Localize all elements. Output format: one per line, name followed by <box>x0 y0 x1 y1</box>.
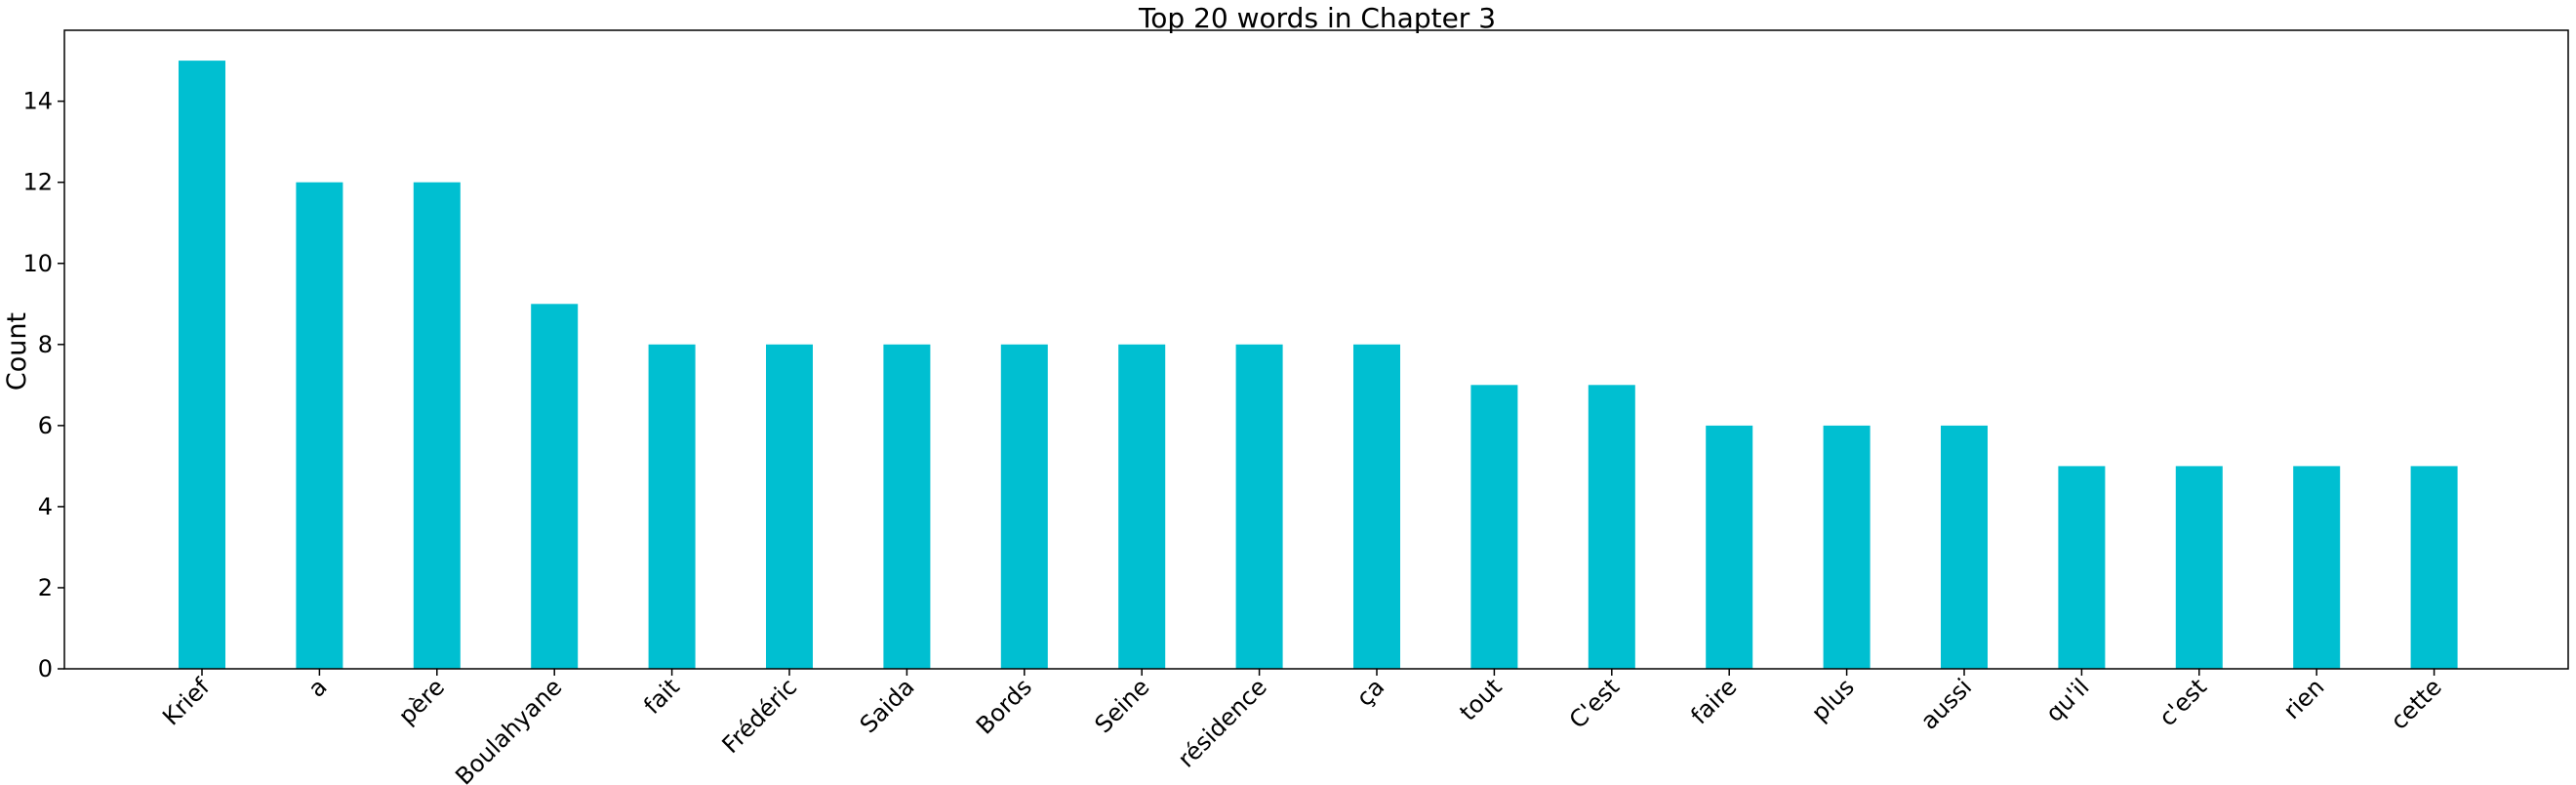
x-tick-label-1: a <box>302 673 332 702</box>
x-tick-label-2: père <box>393 673 450 729</box>
bar-12 <box>1588 385 1635 669</box>
x-tick-label-17: c'est <box>2153 673 2212 731</box>
y-ticks-group: 0 2 4 6 8 10 12 14 <box>22 88 64 682</box>
x-tick-label-11: tout <box>1454 673 1507 725</box>
bar-14 <box>1823 425 1871 669</box>
bar-16 <box>2058 466 2106 669</box>
bar-15 <box>1941 425 1988 669</box>
bar-1 <box>296 182 343 669</box>
x-tick-label-8: Seine <box>1090 673 1155 738</box>
x-tick-label-14: plus <box>1806 673 1860 726</box>
bar-0 <box>179 61 225 670</box>
bar-10 <box>1353 344 1400 669</box>
bar-7 <box>1000 344 1048 669</box>
bar-4 <box>648 344 696 669</box>
bar-5 <box>766 344 813 669</box>
bar-11 <box>1470 385 1518 669</box>
y-tick-label-0: 0 <box>38 655 53 682</box>
x-tick-label-3: Boulahyane <box>450 673 567 785</box>
x-tick-label-13: faire <box>1686 673 1743 729</box>
x-tick-label-4: fait <box>638 673 685 720</box>
x-tick-label-9: résidence <box>1173 673 1272 772</box>
bar-17 <box>2175 466 2223 669</box>
x-tick-label-10: ça <box>1351 673 1390 712</box>
y-tick-label-1: 2 <box>38 574 53 601</box>
bar-9 <box>1235 344 1283 669</box>
bar-8 <box>1118 344 1166 669</box>
y-tick-label-2: 4 <box>38 493 53 520</box>
y-tick-label-5: 10 <box>22 250 53 277</box>
y-tick-label-4: 8 <box>38 331 53 358</box>
x-tick-label-0: Krief <box>157 673 215 730</box>
x-tick-label-5: Frédéric <box>717 673 803 759</box>
x-tick-label-18: rien <box>2278 673 2330 724</box>
bar-18 <box>2293 466 2341 669</box>
x-tick-label-12: C'est <box>1564 673 1625 733</box>
y-tick-label-3: 6 <box>38 412 53 439</box>
x-tick-label-16: qu'il <box>2040 673 2094 726</box>
y-tick-label-6: 12 <box>22 169 53 196</box>
x-tick-label-15: aussi <box>1915 673 1977 734</box>
bar-2 <box>413 182 461 669</box>
x-tick-label-7: Bords <box>971 673 1037 739</box>
chart-title: Top 20 words in Chapter 3 <box>1138 2 1496 34</box>
bar-19 <box>2410 466 2458 669</box>
bar-3 <box>531 304 579 669</box>
y-tick-label-7: 14 <box>22 88 53 115</box>
bar-13 <box>1706 425 1753 669</box>
plot-frame <box>63 29 2569 670</box>
bar-6 <box>883 344 931 669</box>
x-tick-label-6: Saida <box>855 673 920 738</box>
x-ticks-group: Krief a père Boulahyane fait Frédéric Saida Bor… <box>157 669 2447 785</box>
bars-group <box>179 61 2458 670</box>
x-tick-label-19: cette <box>2386 673 2447 734</box>
y-axis-label: Count <box>2 312 32 391</box>
